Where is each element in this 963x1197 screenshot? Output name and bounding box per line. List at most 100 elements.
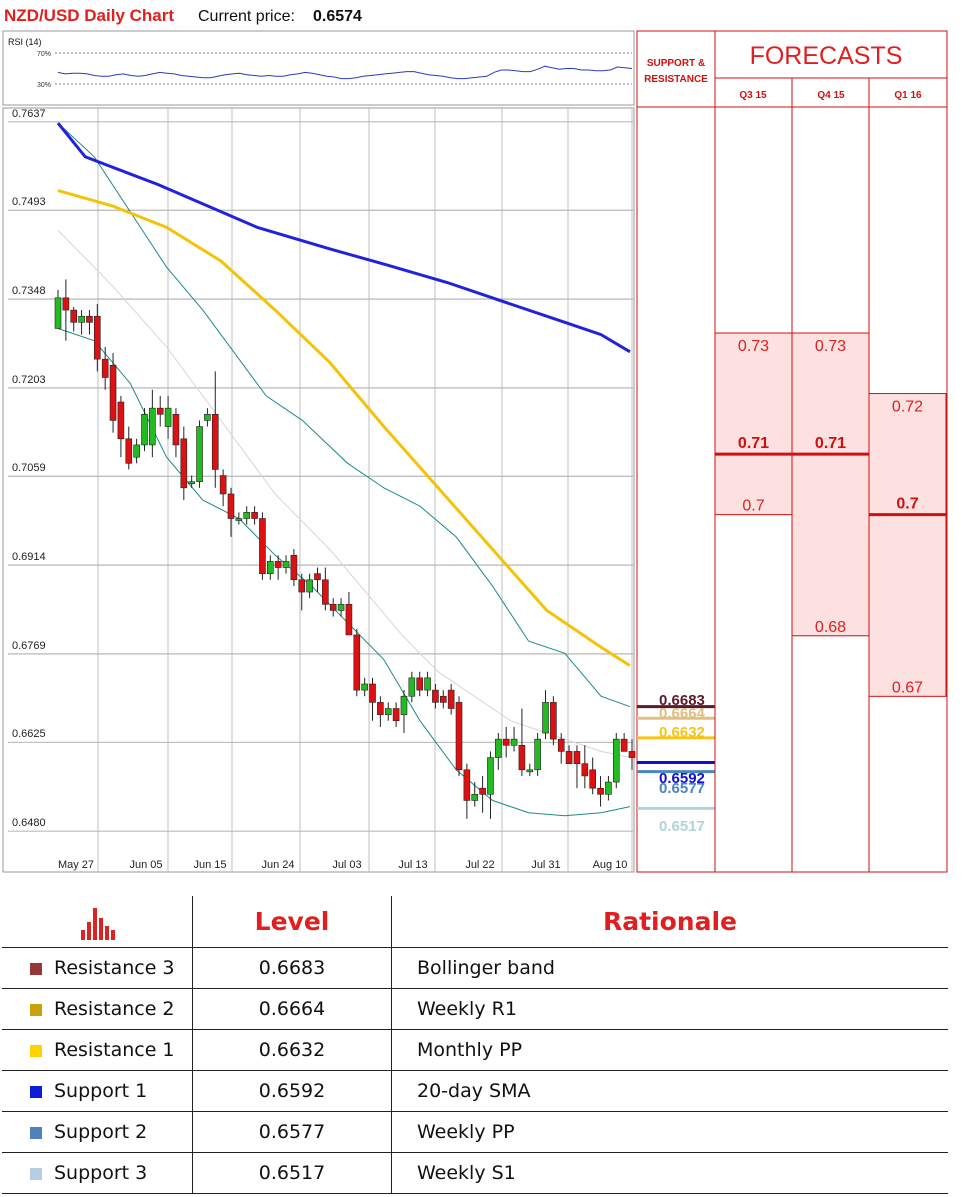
candle [259,512,266,580]
rsi-label: RSI (14) [8,37,42,47]
candle [550,696,557,746]
chart-title: NZD/USD Daily Chart [4,6,174,25]
row-name-cell: Support 3 [2,1152,193,1194]
row-name: Support 1 [54,1080,148,1102]
row-rationale: Weekly PP [391,1111,948,1153]
candle-body [259,518,266,574]
row-name: Resistance 1 [54,1039,175,1061]
candle-body [306,579,313,593]
candle-body [487,757,494,795]
bar-chart-icon [81,907,115,940]
y-tick-label: 0.7348 [12,285,46,297]
candle-body [86,315,93,323]
candle [156,395,164,427]
candle-body [204,413,211,421]
table-header-rationale: Rationale [391,896,948,948]
y-tick-label: 0.6914 [12,551,46,563]
candle [235,512,243,525]
levels-table: Level Rationale Resistance 3 0.6683 Bollin… [2,896,948,1194]
candle-body [361,683,368,691]
candle-body [518,744,526,771]
candle [353,628,361,697]
candle-body [565,751,573,764]
x-tick-label: Jun 05 [129,859,162,871]
forecast-range-box [714,332,793,516]
y-tick-label: 0.6769 [12,640,46,652]
candle-body [227,493,235,519]
candle-body [314,573,321,581]
row-rationale: 20-day SMA [391,1070,948,1112]
candle [392,702,400,727]
forecast-mid-label: 0.71 [815,435,846,452]
candle [487,751,494,819]
candle [211,371,219,488]
candle-body [149,407,156,446]
table-row: Support 1 0.6592 20-day SMA [2,1070,948,1112]
forecast-high-label: 0.73 [815,338,846,355]
row-rationale: Weekly S1 [391,1152,948,1194]
sma-yellow-line [57,189,631,667]
rsi-line [57,65,633,80]
candle [589,757,596,795]
forecast-low-label: 0.68 [815,619,846,636]
forecast-col-q1-16: Q1 16 [894,90,922,101]
candle [384,702,392,721]
candle [298,573,306,611]
candle-body [243,512,251,519]
row-name: Support 3 [54,1162,148,1184]
candle-body [400,695,408,715]
row-name-cell: Support 1 [2,1070,193,1112]
forecast-low-label: 0.67 [892,679,923,696]
candle [534,733,541,776]
candle-body [377,702,384,715]
y-tick-label: 0.6625 [12,728,46,740]
y-tick-label: 0.6480 [12,817,46,829]
candle-body [573,751,581,764]
candle-body [133,444,140,458]
row-name: Resistance 2 [54,998,175,1020]
candle-body [329,604,337,611]
candle [117,395,125,458]
candle [196,420,203,488]
forecast-mid-label: 0.7 [896,496,918,513]
candle [628,739,636,770]
candle [424,671,431,697]
legend-swatch [30,1003,42,1016]
candle [416,671,423,697]
forecast-col-q3-15: Q3 15 [739,90,767,101]
candle-body [117,401,125,440]
candle [377,696,384,727]
candle-body [447,689,455,709]
candle [565,745,573,764]
sr-level-label: 0.6664 [659,705,706,722]
candle [612,733,620,789]
candle-body [550,702,557,740]
x-tick-label: Jul 03 [332,859,361,871]
candle-body [605,781,612,795]
candle-body [70,309,78,323]
forecast-high-label: 0.72 [892,399,923,416]
candle [361,677,368,697]
candle [274,555,282,580]
forecast-col-q4-15: Q4 15 [817,90,845,101]
candle [329,598,337,617]
x-tick-label: Jul 22 [465,859,494,871]
row-level: 0.6632 [192,1029,392,1071]
candle [243,506,251,525]
candle [502,726,510,758]
row-level: 0.6664 [192,988,392,1030]
candle [314,567,321,593]
candle [400,690,408,734]
row-level: 0.6517 [192,1152,392,1194]
sr-level-label: 0.6683 [659,692,705,709]
candle-body [125,438,133,464]
x-tick-label: Jun 15 [193,859,226,871]
candle-body [392,708,400,722]
candle-body [510,738,518,746]
sr-level-label: 0.6517 [659,818,705,835]
table-header-icon-cell [2,896,193,948]
candle-body [322,579,329,605]
candle-body [597,787,604,795]
candle-body [211,413,219,470]
